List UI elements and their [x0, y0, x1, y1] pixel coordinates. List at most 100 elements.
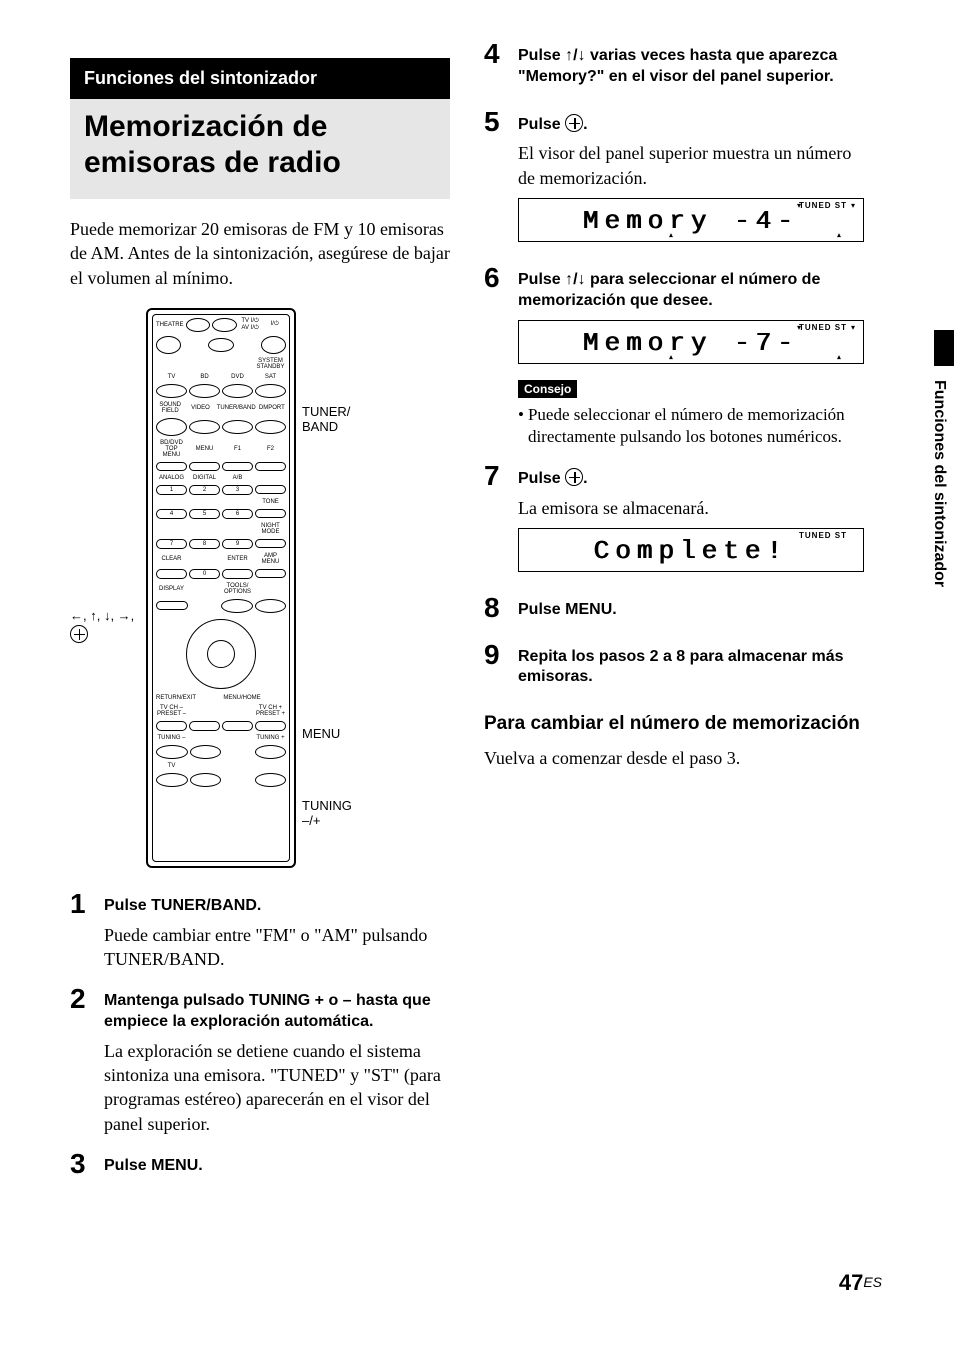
num-2: 2	[189, 485, 220, 495]
remote-body: THEATRE TV I/⏻ AV I/⏻I/⏻ SYSTEM STANDBY T…	[146, 308, 296, 868]
clear-label: CLEAR	[156, 556, 187, 562]
topmenu-label: BD/DVD TOP MENU	[156, 440, 187, 458]
display-text: Memory -4-	[583, 206, 799, 236]
remote-diagram: ←, ↑, ↓, →, THEATRE TV I/⏻ AV I/⏻I/⏻ SYST…	[70, 308, 450, 868]
enter-label: ENTER	[222, 556, 253, 562]
step-text: Puede cambiar entre "FM" o "AM" pulsando…	[104, 923, 450, 972]
step-number: 7	[484, 462, 504, 580]
display-label: DISPLAY	[156, 586, 187, 592]
tv-bottom-label: TV	[156, 763, 187, 769]
remote-left-labels: ←, ↑, ↓, →,	[70, 308, 140, 645]
right-column: 4 Pulse ↑/↓ varias veces hasta que apare…	[484, 40, 864, 1180]
sub-text: Vuelva a comenzar desde el paso 3.	[484, 746, 864, 770]
step-number: 2	[70, 985, 90, 1136]
sf-label: SOUND FIELD	[156, 402, 184, 414]
tv-power-label: TV I/⏻ AV I/⏻	[239, 318, 262, 332]
section-title-wrap: Memorización de emisoras de radio	[70, 99, 450, 199]
display-panel: ▾▾ TUNED ST Memory -4- ▾▾	[518, 198, 864, 242]
dmport-label: DMPORT	[258, 405, 286, 411]
dvd-label: DVD	[222, 374, 253, 380]
sub-heading: Para cambiar el número de memorización	[484, 712, 864, 736]
step-heading: Repita los pasos 2 a 8 para almacenar má…	[518, 647, 864, 689]
num-7: 7	[156, 539, 187, 549]
menu-label: MENU	[189, 446, 220, 452]
step-8: 8 Pulse MENU.	[484, 594, 864, 627]
f2-label: F2	[255, 446, 286, 452]
tuning-plus: TUNING +	[255, 735, 286, 741]
enter-icon	[565, 114, 583, 132]
section-header: Funciones del sintonizador Memorización …	[70, 58, 450, 199]
display-text: Memory -7-	[583, 328, 799, 358]
tuning-minus: TUNING –	[156, 735, 187, 741]
menuhome-label: MENU/HOME	[223, 695, 260, 701]
step-heading: Pulse ↑/↓ varias veces hasta que aparezc…	[518, 46, 864, 88]
f1-label: F1	[222, 446, 253, 452]
menu-callout: MENU	[302, 726, 340, 741]
step-7: 7 Pulse . La emisora se almacenará. TUNE…	[484, 462, 864, 580]
preset-minus: TV CH – PRESET –	[156, 705, 187, 717]
page-number: 47ES	[839, 1270, 882, 1296]
night-label: NIGHT MODE	[255, 523, 286, 535]
step-5: 5 Pulse . El visor del panel superior mu…	[484, 108, 864, 250]
video-label: VIDEO	[186, 405, 214, 411]
step-number: 3	[70, 1150, 90, 1183]
return-label: RETURN/EXIT	[156, 695, 196, 701]
sat-label: SAT	[255, 374, 286, 380]
num-5: 5	[189, 509, 220, 519]
hint-text: •Puede seleccionar el número de memoriza…	[518, 404, 864, 448]
theatre-label: THEATRE	[156, 322, 184, 328]
power-label: I/⏻	[263, 321, 286, 328]
step-9: 9 Repita los pasos 2 a 8 para almacenar …	[484, 641, 864, 695]
step-number: 6	[484, 264, 504, 448]
enter-icon	[70, 625, 88, 643]
step-number: 1	[70, 890, 90, 971]
step-text: La emisora se almacenará.	[518, 496, 864, 520]
step-number: 4	[484, 40, 504, 94]
step-heading: Pulse TUNER/BAND.	[104, 896, 450, 917]
display-panel: ▾▾ TUNED ST Memory -7- ▾▾	[518, 320, 864, 364]
step-heading: Pulse .	[518, 468, 864, 490]
analog-label: ANALOG	[156, 475, 187, 481]
tools-label: TOOLS/ OPTIONS	[222, 583, 253, 595]
step-text: El visor del panel superior muestra un n…	[518, 141, 864, 190]
remote-right-labels: TUNER/ BAND MENU TUNING –/+	[302, 308, 370, 868]
tv-label: TV	[156, 374, 187, 380]
step-6: 6 Pulse ↑/↓ para seleccionar el número d…	[484, 264, 864, 448]
enter-icon	[565, 468, 583, 486]
step-heading: Pulse ↑/↓ para seleccionar el número de …	[518, 270, 864, 312]
num-9: 9	[222, 539, 253, 549]
num-3: 3	[222, 485, 253, 495]
side-tab-text: Funciones del sintonizador	[930, 380, 948, 587]
side-tab: Funciones del sintonizador	[914, 330, 954, 650]
page-lang: ES	[863, 1274, 882, 1290]
step-2: 2 Mantenga pulsado TUNING + o – hasta qu…	[70, 985, 450, 1136]
step-heading: Pulse MENU.	[104, 1156, 450, 1177]
num-4: 4	[156, 509, 187, 519]
page-number-value: 47	[839, 1270, 863, 1295]
digital-label: DIGITAL	[189, 475, 220, 481]
display-flags: TUNED ST	[799, 531, 847, 540]
display-flags: TUNED ST	[799, 323, 847, 332]
left-column: Funciones del sintonizador Memorización …	[70, 40, 450, 1180]
amp-label: AMP MENU	[255, 553, 286, 565]
num-0: 0	[189, 569, 220, 579]
num-1: 1	[156, 485, 187, 495]
dpad	[186, 619, 256, 689]
side-tab-marker	[934, 330, 954, 366]
step-text: La exploración se detiene cuando el sist…	[104, 1039, 450, 1136]
section-title: Memorización de emisoras de radio	[84, 109, 436, 181]
step-heading: Pulse .	[518, 114, 864, 136]
step-4: 4 Pulse ↑/↓ varias veces hasta que apare…	[484, 40, 864, 94]
intro-paragraph: Puede memorizar 20 emisoras de FM y 10 e…	[70, 217, 450, 290]
step-1: 1 Pulse TUNER/BAND. Puede cambiar entre …	[70, 890, 450, 971]
step-heading: Mantenga pulsado TUNING + o – hasta que …	[104, 991, 450, 1033]
num-8: 8	[189, 539, 220, 549]
enter-icon-label	[70, 625, 140, 645]
standby-label: SYSTEM STANDBY	[255, 358, 286, 370]
step-number: 5	[484, 108, 504, 250]
hint-label: Consejo	[518, 380, 577, 398]
step-number: 8	[484, 594, 504, 627]
arrows-label: ←, ↑, ↓, →,	[70, 608, 140, 625]
step-heading: Pulse MENU.	[518, 600, 864, 621]
num-6: 6	[222, 509, 253, 519]
